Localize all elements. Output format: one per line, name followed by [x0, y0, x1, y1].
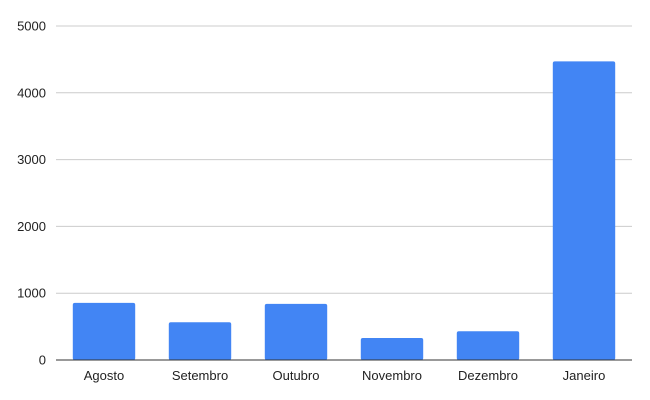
x-tick-label: Janeiro — [563, 368, 606, 383]
bar-agosto — [72, 302, 136, 360]
y-tick-label: 2000 — [17, 219, 46, 234]
bar-janeiro — [552, 61, 616, 361]
bar-novembro — [360, 337, 424, 360]
x-tick-label: Dezembro — [458, 368, 518, 383]
y-tick-label: 4000 — [17, 85, 46, 100]
y-tick-label: 5000 — [17, 19, 46, 34]
y-tick-label: 1000 — [17, 286, 46, 301]
y-tick-label: 3000 — [17, 152, 46, 167]
bar-dezembro — [456, 331, 520, 360]
x-tick-label: Novembro — [362, 368, 422, 383]
bar-outubro — [264, 303, 328, 360]
bar-setembro — [168, 322, 232, 360]
x-tick-label: Setembro — [172, 368, 228, 383]
y-tick-label: 0 — [39, 353, 46, 368]
x-tick-label: Agosto — [84, 368, 124, 383]
x-tick-label: Outubro — [273, 368, 320, 383]
